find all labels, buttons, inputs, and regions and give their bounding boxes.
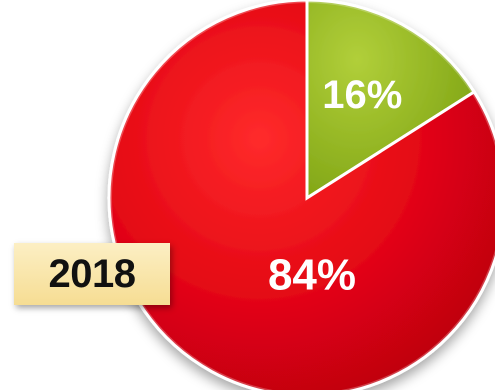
pie-slice-2: [107, 0, 495, 390]
pie-rim-highlight: [109, 0, 495, 390]
year-label: 2018: [48, 251, 136, 296]
pie-slice-1: [305, 0, 477, 201]
pie-slice-label-2: 84%: [268, 251, 356, 300]
pie-slice-label-1: 16%: [322, 73, 402, 117]
year-label-box: 2018: [14, 243, 170, 305]
pie-rim: [109, 0, 495, 390]
pie-labels: 16% 84%: [268, 73, 402, 300]
pie-slices: [107, 0, 495, 390]
